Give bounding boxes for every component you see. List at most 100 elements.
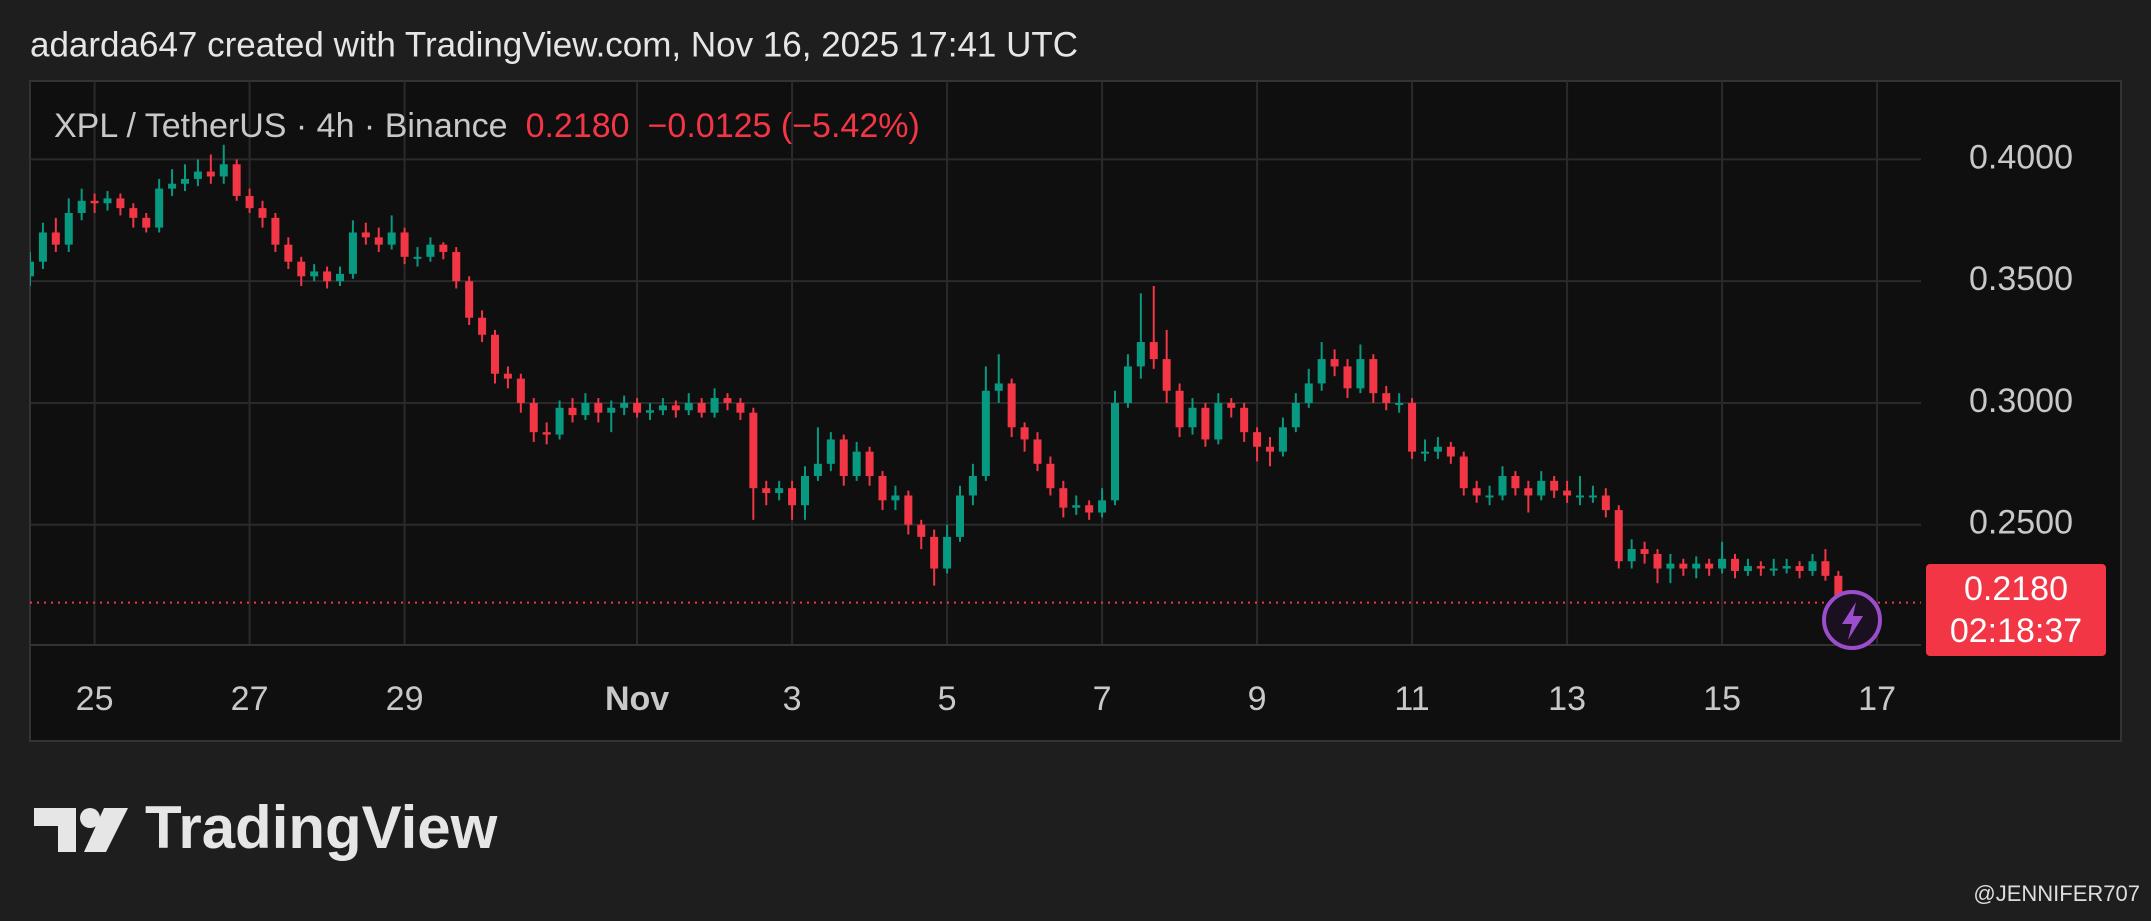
- candle-body: [1834, 575, 1843, 603]
- candle-body: [1730, 558, 1740, 571]
- candle-body: [723, 398, 732, 403]
- candle-body: [645, 410, 655, 413]
- candle-body: [1369, 359, 1378, 394]
- candle-body: [168, 183, 177, 189]
- candle-body: [1614, 510, 1623, 562]
- x-tick-label: 5: [938, 680, 957, 718]
- candle-body: [1175, 390, 1184, 428]
- candle-body: [891, 495, 900, 501]
- x-tick-label: 9: [1248, 680, 1267, 718]
- candle-body: [1253, 432, 1262, 447]
- candle-body: [1098, 500, 1107, 513]
- candle-body: [193, 171, 202, 179]
- x-tick-label: 13: [1548, 680, 1586, 718]
- logo-text: TradingView: [145, 794, 498, 861]
- y-tick-label: 0.3000: [1969, 382, 2073, 420]
- candle-body: [736, 402, 745, 413]
- candle-body: [568, 407, 577, 416]
- candle-body: [116, 198, 125, 209]
- candle-body: [1110, 402, 1120, 501]
- candle-body: [1756, 566, 1765, 569]
- candle-body: [465, 281, 474, 318]
- candle-body: [180, 178, 190, 184]
- candle-body: [142, 217, 151, 228]
- candle-body: [1653, 553, 1662, 569]
- y-tick-label: 0.3500: [1969, 260, 2073, 298]
- candle-body: [1162, 359, 1171, 391]
- candle-body: [297, 261, 306, 277]
- legend-change: −0.0125 (−5.42%): [648, 107, 920, 145]
- candle-body: [968, 475, 977, 496]
- price-tag-label: 0.2180: [1964, 570, 2068, 608]
- candle-body: [542, 432, 551, 435]
- logo-mark-slash: [84, 808, 128, 852]
- candle-body: [1743, 566, 1752, 571]
- x-tick-label: 11: [1394, 680, 1429, 718]
- candle-body: [1059, 488, 1068, 508]
- candle-body: [1020, 427, 1029, 440]
- candle-body: [30, 261, 35, 277]
- legend-close: 0.2180: [526, 107, 630, 145]
- candle-body: [516, 378, 525, 403]
- candle-body: [1692, 563, 1701, 569]
- candle-body: [1537, 480, 1546, 496]
- alert-bolt[interactable]: [1842, 602, 1863, 640]
- candle-body: [1459, 456, 1468, 489]
- alert-icon[interactable]: [1822, 590, 1882, 650]
- watermark: @JENNIFER707: [1973, 881, 2140, 906]
- candle-body: [478, 317, 487, 335]
- candle-body: [258, 208, 267, 218]
- candle-body: [1240, 407, 1249, 433]
- candle-body: [1188, 407, 1197, 428]
- candle-body: [1408, 402, 1417, 452]
- logo-mark-7: [34, 808, 76, 852]
- x-tick-label: 15: [1703, 680, 1741, 718]
- candle-body: [439, 244, 448, 252]
- candle-body: [1679, 563, 1688, 569]
- x-tick-label: 3: [783, 680, 802, 718]
- x-tick-label: 25: [76, 680, 114, 718]
- candle-body: [1782, 566, 1791, 569]
- candle-body: [413, 256, 422, 259]
- candle-body: [1227, 402, 1236, 408]
- candle-body: [400, 232, 409, 257]
- candle-body: [917, 524, 926, 537]
- candle-body: [1666, 563, 1675, 569]
- candle-body: [219, 164, 228, 177]
- candle-body: [775, 488, 784, 494]
- candle-body: [1214, 402, 1223, 440]
- candle-body: [77, 200, 86, 213]
- candle-body: [361, 232, 370, 238]
- candle-body: [1472, 488, 1481, 496]
- candle-body: [1511, 475, 1520, 489]
- candle-body: [1278, 427, 1287, 452]
- candle-body: [1601, 495, 1610, 511]
- candle-body: [749, 412, 758, 489]
- candles: [30, 81, 1921, 645]
- candle-body: [348, 232, 357, 274]
- candle-body: [323, 271, 332, 282]
- candle-body: [103, 198, 112, 204]
- candle-body: [594, 402, 603, 413]
- candle-body: [826, 439, 835, 464]
- candle-body: [878, 475, 887, 501]
- candle-body: [51, 232, 60, 245]
- candle-body: [1524, 488, 1533, 496]
- candle-body: [129, 208, 138, 218]
- candle-body: [1265, 446, 1275, 452]
- candle-body: [1007, 383, 1016, 428]
- candle-body: [1330, 359, 1339, 367]
- candle-body: [374, 237, 383, 245]
- candle-body: [581, 402, 590, 416]
- candle-body: [232, 164, 241, 196]
- candle-body: [426, 244, 435, 257]
- candle-body: [1123, 366, 1132, 403]
- candle-body: [697, 402, 706, 413]
- logo: [34, 808, 128, 852]
- candle-body: [1795, 566, 1804, 571]
- candle-body: [1046, 463, 1055, 489]
- candle-body: [1072, 505, 1081, 508]
- candle-body: [981, 390, 990, 476]
- candle-body: [555, 407, 564, 435]
